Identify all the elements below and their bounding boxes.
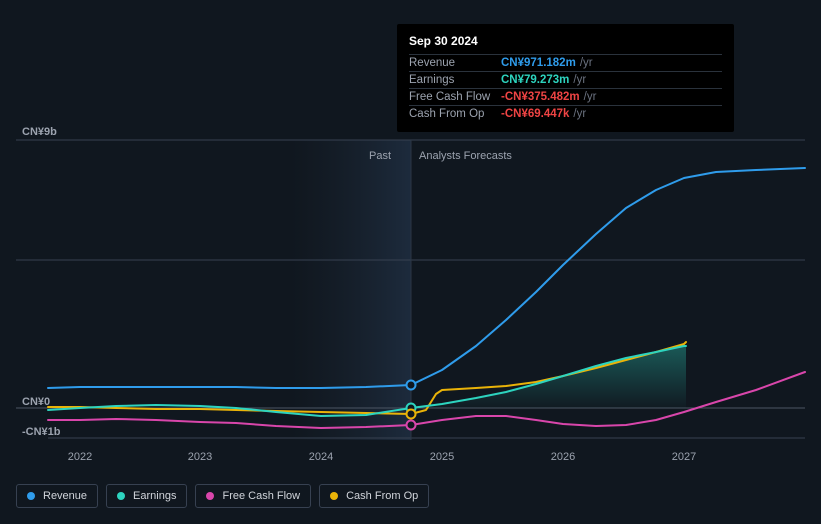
- legend-label: Free Cash Flow: [222, 490, 300, 502]
- tooltip-metric-value: -CN¥375.482m: [501, 91, 580, 103]
- marker-revenue: [407, 381, 416, 390]
- legend-dot-icon: [206, 492, 214, 500]
- past-label: Past: [369, 150, 391, 162]
- series-fcf: [48, 372, 805, 428]
- tooltip-metric-label: Earnings: [409, 74, 501, 86]
- tooltip-metric-value: CN¥971.182m: [501, 57, 576, 69]
- tooltip-suffix: /yr: [573, 74, 586, 86]
- legend-label: Revenue: [43, 490, 87, 502]
- tooltip-row: Cash From Op-CN¥69.447k/yr: [409, 105, 722, 122]
- tooltip-metric-value: -CN¥69.447k: [501, 108, 569, 120]
- tooltip-metric-value: CN¥79.273m: [501, 74, 569, 86]
- x-axis-label: 2027: [672, 451, 696, 463]
- y-axis-label: CN¥9b: [22, 126, 57, 138]
- y-axis-label: -CN¥1b: [22, 426, 61, 438]
- tooltip-row: EarningsCN¥79.273m/yr: [409, 71, 722, 88]
- tooltip-suffix: /yr: [573, 108, 586, 120]
- legend-label: Earnings: [133, 490, 176, 502]
- legend-item-earnings[interactable]: Earnings: [106, 484, 187, 508]
- marker-fcf: [407, 421, 416, 430]
- tooltip-row: RevenueCN¥971.182m/yr: [409, 54, 722, 71]
- legend-label: Cash From Op: [346, 490, 418, 502]
- legend-item-free-cash-flow[interactable]: Free Cash Flow: [195, 484, 311, 508]
- legend-dot-icon: [330, 492, 338, 500]
- chart-legend: Revenue Earnings Free Cash Flow Cash From O…: [16, 484, 429, 508]
- legend-item-cash-from-op[interactable]: Cash From Op: [319, 484, 429, 508]
- x-axis-label: 2023: [188, 451, 212, 463]
- x-axis-label: 2025: [430, 451, 454, 463]
- tooltip-suffix: /yr: [580, 57, 593, 69]
- marker-cashop: [407, 410, 416, 419]
- tooltip-metric-label: Free Cash Flow: [409, 91, 501, 103]
- tooltip-metric-label: Revenue: [409, 57, 501, 69]
- legend-dot-icon: [27, 492, 35, 500]
- x-axis-label: 2024: [309, 451, 333, 463]
- series-revenue: [48, 168, 805, 388]
- y-axis-label: CN¥0: [22, 396, 50, 408]
- x-axis-label: 2026: [551, 451, 575, 463]
- forecast-label: Analysts Forecasts: [419, 150, 512, 162]
- chart-tooltip: Sep 30 2024 RevenueCN¥971.182m/yrEarning…: [397, 24, 734, 132]
- tooltip-suffix: /yr: [584, 91, 597, 103]
- tooltip-row: Free Cash Flow-CN¥375.482m/yr: [409, 88, 722, 105]
- legend-dot-icon: [117, 492, 125, 500]
- tooltip-title: Sep 30 2024: [409, 34, 722, 48]
- x-axis-label: 2022: [68, 451, 92, 463]
- legend-item-revenue[interactable]: Revenue: [16, 484, 98, 508]
- tooltip-metric-label: Cash From Op: [409, 108, 501, 120]
